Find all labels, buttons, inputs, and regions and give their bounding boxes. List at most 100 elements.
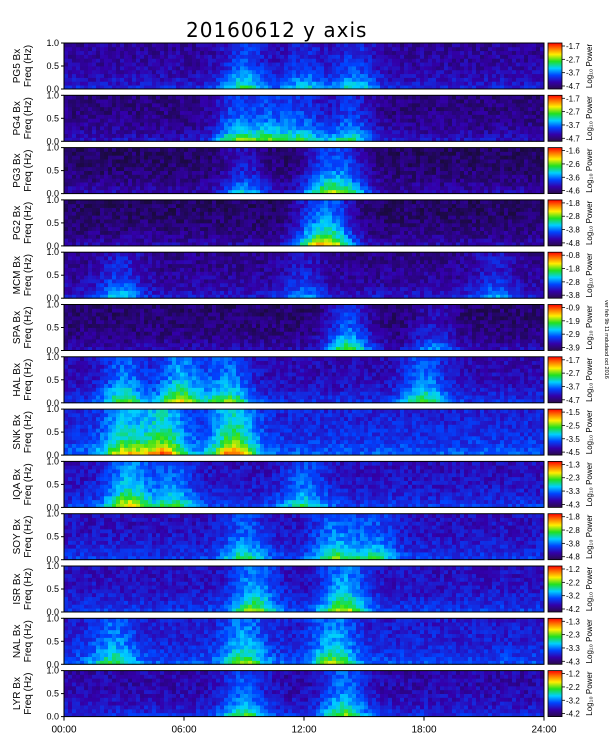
spectrogram-cell [520,129,525,135]
spectrogram-cell [448,58,453,63]
spectrogram-cell [332,69,337,75]
spectrogram-cell [328,166,333,171]
spectrogram-cell [480,174,485,179]
spectrogram-cell [296,43,301,48]
spectrogram-cell [316,114,321,119]
spectrogram-cell [232,185,237,191]
spectrogram-cell [128,189,133,194]
spectrogram-cell [420,159,425,164]
spectrogram-cell [96,62,101,67]
spectrogram-cell [212,122,217,127]
spectrogram-cell [180,238,185,243]
spectrogram-cell [460,189,465,194]
spectrogram-cell [336,162,341,168]
spectrogram-cell [348,122,353,127]
spectrogram-cell [288,110,293,115]
spectrogram-cell [268,99,273,104]
spectrogram-cell [212,77,217,82]
spectrogram-cell [368,114,373,119]
colorbar-label: Log₁₀ Power [585,96,594,141]
spectrogram-cell [512,129,517,135]
spectrogram-cell [364,166,369,171]
spectrogram-cell [204,43,209,48]
spectrogram-cell [220,182,225,187]
spectrogram-cell [264,207,269,212]
spectrogram-cell [408,122,413,127]
spectrogram-cell [72,242,77,247]
spectrogram-cell [524,54,529,59]
spectrogram-cell [536,178,541,183]
spectrogram-cell [340,162,345,168]
spectrogram-cell [184,69,189,75]
spectrogram-cell [248,178,253,183]
spectrogram-cell [104,155,109,160]
spectrogram-cell [364,54,369,59]
spectrogram-cell [104,182,109,187]
spectrogram-cell [156,207,161,212]
spectrogram-cell [80,85,85,90]
spectrogram-cell [88,137,93,142]
spectrogram-cell [532,58,537,63]
spectrogram-cell [520,133,525,138]
spectrogram-cell [400,129,405,135]
spectrogram-cell [120,118,125,123]
spectrogram-cell [484,73,489,78]
spectrogram-cell [252,189,257,194]
spectrogram-cell [176,66,181,71]
spectrogram-cell [396,54,401,59]
spectrogram-cell [172,125,177,131]
spectrogram-cell [292,125,297,131]
spectrogram-cell [304,166,309,171]
spectrogram-cell [496,46,501,52]
spectrogram-cell [320,151,325,156]
spectrogram-cell [356,50,361,55]
spectrogram-cell [332,159,337,164]
spectrogram-cell [80,238,85,243]
spectrogram-cell [224,62,229,67]
spectrogram-cell [480,73,485,78]
spectrogram-cell [160,106,165,112]
spectrogram-cell [164,118,169,123]
spectrogram-cell [116,73,121,78]
spectrogram-cell [440,133,445,138]
spectrogram-cell [128,110,133,115]
spectrogram-cell [156,159,161,164]
spectrogram-cell [472,85,477,90]
spectrogram-cell [256,207,261,212]
spectrogram-cell [356,182,361,187]
spectrogram-cell [148,174,153,179]
spectrogram-cell [532,151,537,156]
spectrogram-cell [132,133,137,138]
spectrogram-cell [404,54,409,59]
spectrogram-cell [76,102,81,108]
spectrogram-cell [156,133,161,138]
spectrogram-cell [228,242,233,247]
spectrogram-cell [116,182,121,187]
spectrogram-cell [460,58,465,63]
spectrogram-cell [288,182,293,187]
spectrogram-cell [312,162,317,168]
spectrogram-cell [300,62,305,67]
spectrogram-cell [160,211,165,216]
spectrogram-cell [168,178,173,183]
spectrogram-cell [304,58,309,63]
spectrogram-cell [160,129,165,135]
spectrogram-cell [116,170,121,175]
spectrogram-cell [240,99,245,104]
spectrogram-cell [108,73,113,78]
spectrogram-cell [208,95,213,100]
spectrogram-cell [88,162,93,168]
spectrogram-cell [376,99,381,104]
spectrogram-cell [252,122,257,127]
spectrogram-cell [132,110,137,115]
spectrogram-cell [328,147,333,152]
spectrogram-cell [148,81,153,86]
spectrogram-cell [308,106,313,112]
spectrogram-cell [416,85,421,90]
spectrogram-cell [540,155,545,160]
spectrogram-cell [236,170,241,175]
spectrogram-cell [100,211,105,216]
spectrogram-cell [100,81,105,86]
spectrogram-cell [488,73,493,78]
spectrogram-cell [168,46,173,52]
